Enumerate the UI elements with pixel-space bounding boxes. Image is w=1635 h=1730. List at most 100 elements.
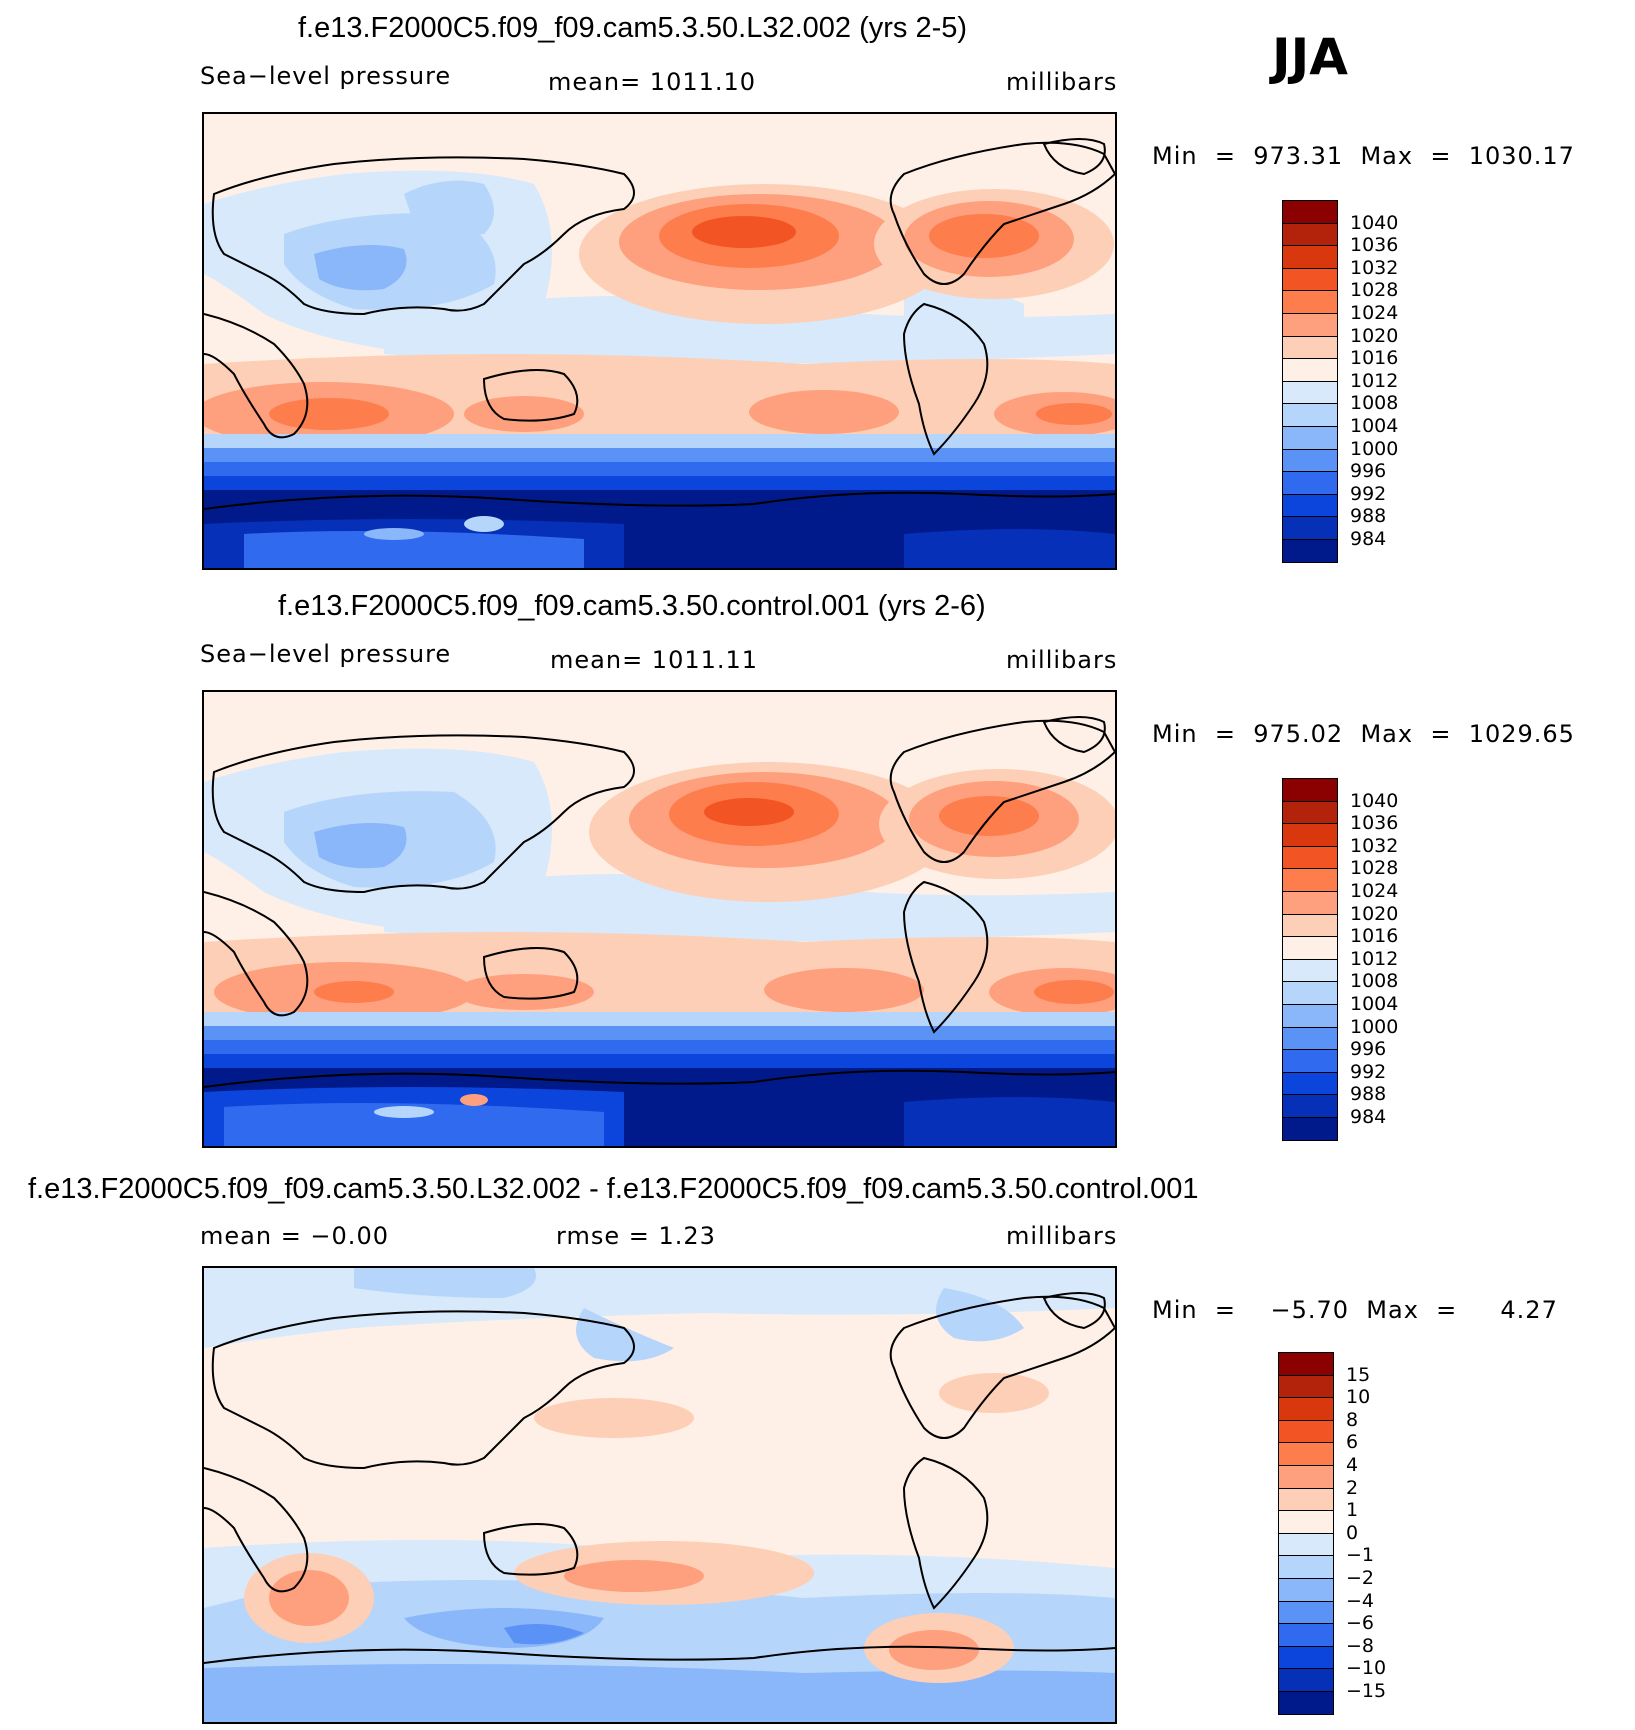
units-label: millibars bbox=[1006, 68, 1118, 96]
colorbar-swatch bbox=[1282, 845, 1338, 870]
colorbar-swatch bbox=[1282, 471, 1338, 495]
colorbar-swatch bbox=[1282, 313, 1338, 337]
mean-label: mean = −0.00 bbox=[200, 1222, 389, 1250]
colorbar-swatch bbox=[1282, 267, 1338, 292]
colorbar-label: 0 bbox=[1346, 1521, 1359, 1544]
mean-label: mean= 1011.11 bbox=[550, 646, 759, 674]
panel-title: f.e13.F2000C5.f09_f09.cam5.3.50.control.… bbox=[278, 590, 986, 622]
colorbar-swatch bbox=[1282, 913, 1338, 938]
colorbar-swatch bbox=[1278, 1668, 1334, 1692]
min-max-label: Min = −5.70 Max = 4.27 bbox=[1152, 1296, 1558, 1324]
colorbar-swatch bbox=[1282, 426, 1338, 450]
colorbar-label: 1000 bbox=[1350, 437, 1399, 460]
colorbar-swatch bbox=[1282, 516, 1338, 540]
colorbar-swatch bbox=[1282, 1117, 1338, 1141]
colorbar-swatch bbox=[1282, 222, 1338, 247]
colorbar-swatch bbox=[1278, 1374, 1334, 1399]
colorbar-label: 992 bbox=[1350, 482, 1387, 505]
colorbar-swatch bbox=[1282, 778, 1338, 802]
colorbar-label: 4 bbox=[1346, 1454, 1359, 1476]
colorbar-swatch bbox=[1282, 1004, 1338, 1028]
colorbar-label: 1008 bbox=[1350, 970, 1399, 993]
colorbar-label: 15 bbox=[1346, 1363, 1371, 1386]
units-label: millibars bbox=[1006, 646, 1118, 674]
colorbar-swatch bbox=[1282, 891, 1338, 915]
colorbar-label: 1040 bbox=[1350, 789, 1399, 812]
panel-title: f.e13.F2000C5.f09_f09.cam5.3.50.L32.002 … bbox=[298, 12, 968, 44]
colorbar-swatch bbox=[1282, 493, 1338, 518]
colorbar-swatch bbox=[1278, 1442, 1334, 1466]
colorbar-label: −4 bbox=[1346, 1589, 1375, 1612]
colorbar-label: 1036 bbox=[1350, 234, 1399, 257]
colorbar-label: 1024 bbox=[1350, 880, 1399, 902]
colorbar-swatch bbox=[1282, 800, 1338, 825]
colorbar-label: 8 bbox=[1346, 1408, 1359, 1431]
colorbar-label: 1020 bbox=[1350, 324, 1399, 347]
colorbar-swatch bbox=[1278, 1578, 1334, 1602]
colorbar-swatch bbox=[1282, 200, 1338, 224]
colorbar-swatch bbox=[1278, 1600, 1334, 1625]
colorbar-swatch bbox=[1282, 1049, 1338, 1073]
colorbar-swatch bbox=[1282, 358, 1338, 382]
min-max-label: Min = 973.31 Max = 1030.17 bbox=[1152, 142, 1575, 170]
colorbar-label: 1012 bbox=[1350, 947, 1399, 970]
colorbar-swatch bbox=[1278, 1532, 1334, 1557]
colorbar-label: 1004 bbox=[1350, 415, 1399, 437]
rmse-label: rmse = 1.23 bbox=[556, 1222, 716, 1250]
colorbar-swatch bbox=[1282, 539, 1338, 563]
colorbar-label: 1012 bbox=[1350, 369, 1399, 392]
colorbar-swatch bbox=[1282, 335, 1338, 360]
colorbar-label: 1036 bbox=[1350, 812, 1399, 835]
colorbar-label: −15 bbox=[1346, 1680, 1387, 1702]
colorbar-swatch bbox=[1282, 403, 1338, 427]
panel-title: f.e13.F2000C5.f09_f09.cam5.3.50.L32.002 … bbox=[28, 1173, 1199, 1205]
colorbar-label: −1 bbox=[1346, 1544, 1375, 1567]
colorbar-label: 10 bbox=[1346, 1386, 1371, 1409]
colorbar-swatch bbox=[1278, 1397, 1334, 1421]
colorbar-label: 1016 bbox=[1350, 347, 1399, 370]
colorbar-swatch bbox=[1282, 290, 1338, 314]
colorbar-label: 1020 bbox=[1350, 902, 1399, 925]
colorbar-label: 996 bbox=[1350, 1038, 1387, 1061]
colorbar-swatch bbox=[1282, 936, 1338, 960]
variable-label: Sea−level pressure bbox=[200, 640, 452, 668]
colorbar-swatch bbox=[1278, 1419, 1334, 1444]
colorbar-label: 984 bbox=[1350, 1106, 1387, 1128]
colorbar-label: −8 bbox=[1346, 1634, 1375, 1657]
colorbar-label: 2 bbox=[1346, 1476, 1359, 1499]
colorbar-label: −6 bbox=[1346, 1612, 1375, 1635]
map-slp-model bbox=[202, 112, 1117, 570]
colorbar-swatch bbox=[1282, 868, 1338, 892]
min-max-label: Min = 975.02 Max = 1029.65 bbox=[1152, 720, 1575, 748]
colorbar-label: 988 bbox=[1350, 505, 1387, 528]
colorbar-swatch bbox=[1282, 448, 1338, 473]
colorbar-swatch bbox=[1278, 1510, 1334, 1534]
units-label: millibars bbox=[1006, 1222, 1118, 1250]
colorbar-swatch bbox=[1282, 958, 1338, 983]
colorbar-swatch bbox=[1278, 1465, 1334, 1489]
colorbar-label: 996 bbox=[1350, 460, 1387, 483]
map-slp-difference bbox=[202, 1266, 1117, 1724]
colorbar-label: −10 bbox=[1346, 1657, 1387, 1680]
colorbar-label: 1028 bbox=[1350, 857, 1399, 880]
colorbar-swatch bbox=[1282, 1071, 1338, 1096]
colorbar-swatch bbox=[1278, 1691, 1334, 1715]
variable-label: Sea−level pressure bbox=[200, 62, 452, 90]
colorbar-swatch bbox=[1282, 380, 1338, 405]
colorbar-swatch bbox=[1278, 1623, 1334, 1647]
colorbar-label: 1 bbox=[1346, 1499, 1359, 1522]
colorbar-swatch bbox=[1278, 1645, 1334, 1670]
colorbar-swatch bbox=[1282, 1026, 1338, 1051]
season-label: JJA bbox=[1272, 28, 1348, 86]
colorbar-swatch bbox=[1282, 1094, 1338, 1118]
colorbar-swatch bbox=[1282, 823, 1338, 847]
colorbar-swatch bbox=[1278, 1555, 1334, 1579]
colorbar-swatch bbox=[1278, 1352, 1334, 1376]
colorbar-label: 988 bbox=[1350, 1083, 1387, 1106]
colorbar-label: 1016 bbox=[1350, 925, 1399, 948]
colorbar-label: −2 bbox=[1346, 1567, 1375, 1589]
colorbar-label: 1000 bbox=[1350, 1015, 1399, 1038]
colorbar-label: 1024 bbox=[1350, 302, 1399, 324]
colorbar-label: 1028 bbox=[1350, 279, 1399, 302]
colorbar-label: 992 bbox=[1350, 1060, 1387, 1083]
